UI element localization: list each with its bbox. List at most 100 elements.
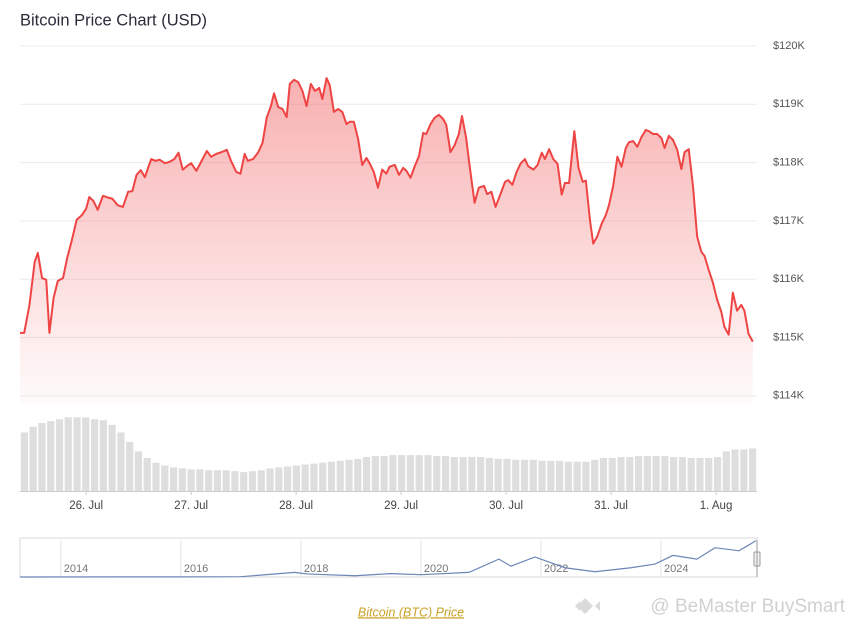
navigator-tick-label: 2018 [304,563,328,575]
navigator-tick-label: 2020 [424,563,448,575]
volume-bar [55,419,64,491]
volume-bar [538,460,546,491]
y-tick-label: $116K [773,273,805,285]
navigator-line [19,540,757,578]
volume-bar [161,465,169,491]
navigator-tick-label: 2024 [664,563,688,575]
volume-bar [90,419,99,491]
volume-bar [547,460,555,491]
volume-bar [643,456,651,491]
chart-title: Bitcoin Price Chart (USD) [20,11,207,29]
y-tick-label: $120K [773,40,805,52]
volume-bar [485,457,493,491]
volume-bar [371,456,379,491]
volume-bar [240,472,248,491]
y-tick-label: $119K [773,98,805,110]
volume-bar [345,459,353,491]
x-tick-label: 27. Jul [174,500,208,512]
volume-bar [205,470,213,491]
volume-bar [626,457,634,491]
footer-link[interactable]: Bitcoin (BTC) Price [358,605,464,619]
volume-bar [284,466,292,491]
volume-bar [661,456,669,491]
volume-bar [713,457,722,491]
volume-bar [152,462,160,491]
volume-bar [749,448,757,491]
volume-bar [275,467,283,491]
volume-bar [64,417,72,491]
volume-bar [652,456,660,491]
volume-bar [424,455,432,491]
volume-bar [582,461,590,491]
volume-bar [670,457,678,491]
volume-bar [108,424,116,491]
volume-bar [591,459,599,491]
navigator-tick-label: 2014 [64,563,88,575]
volume-bar [520,459,529,491]
watermark: @ BeMaster BuySmart [575,596,846,617]
volume-bar [617,457,625,491]
volume-bar [398,455,406,491]
volume-bar [573,461,581,491]
volume-bar [380,456,388,491]
y-tick-label: $114K [773,390,805,402]
volume-bar [143,457,151,491]
watermark-text: @ BeMaster BuySmart [650,596,845,617]
y-tick-label: $118K [773,157,805,169]
volume-bar [678,457,687,491]
volume-bar [696,457,704,491]
volume-bar [248,471,257,491]
volume-bar [187,469,195,491]
volume-bar [441,456,450,491]
y-tick-label: $115K [773,331,805,343]
volume-bar [634,456,643,491]
volume-bar [20,432,28,491]
volume-bar [512,459,520,491]
navigator-frame [19,537,758,578]
x-tick-label: 29. Jul [384,500,418,512]
volume-bar [415,455,423,491]
volume-bar [556,460,564,491]
volume-bar [301,464,309,491]
volume-bar [731,449,739,491]
volume-bar [257,470,265,491]
volume-bar [468,457,476,491]
price-area [20,78,753,404]
price-line [20,77,754,343]
volume-bar [529,459,537,491]
volume-bar [29,426,37,491]
volume-bar [477,457,485,491]
volume-bar [134,451,143,491]
x-tick-label: 1. Aug [700,500,733,512]
y-tick-label: $117K [773,215,805,227]
navigator-tick-label: 2016 [184,563,208,575]
volume-bar [599,457,608,491]
volume-bar [687,457,695,491]
x-tick-label: 26. Jul [69,500,103,512]
volume-bar [231,471,239,491]
x-tick-label: 31. Jul [594,500,628,512]
volume-bar [292,465,300,491]
volume-bar [117,432,125,491]
volume-bar [310,463,318,491]
navigator-tick-label: 2022 [544,563,568,575]
volume-bar [433,456,441,491]
volume-bar [389,455,397,491]
volume-bar [494,458,502,491]
volume-bar [196,469,204,491]
volume-bar [99,420,107,491]
volume-bar [459,457,467,491]
volume-bar [169,467,178,491]
volume-bar [178,468,186,491]
volume-bar [740,449,748,491]
watermark-icon [575,598,600,614]
volume-bar [608,457,616,491]
volume-bar [47,421,55,491]
volume-bar [354,458,362,491]
volume-bar [73,417,81,491]
volume-bar [503,458,511,491]
volume-bar [82,417,90,491]
volume-bar [705,457,713,491]
volume-bar [450,457,458,491]
